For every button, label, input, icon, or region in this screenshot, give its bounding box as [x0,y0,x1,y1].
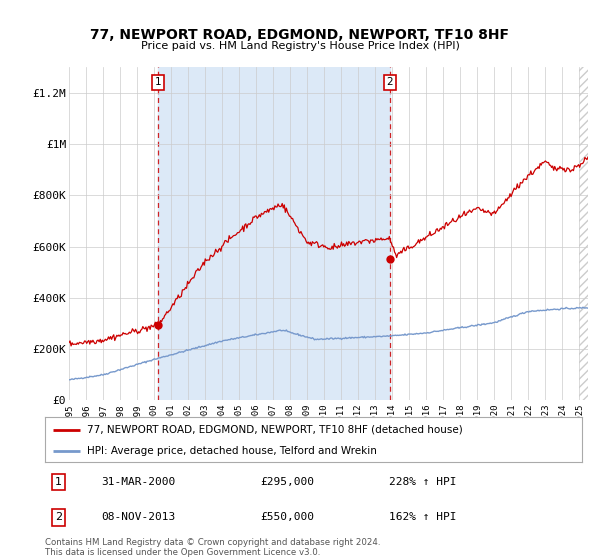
Text: 1: 1 [155,77,161,87]
Text: £550,000: £550,000 [260,512,314,522]
Text: 77, NEWPORT ROAD, EDGMOND, NEWPORT, TF10 8HF: 77, NEWPORT ROAD, EDGMOND, NEWPORT, TF10… [91,28,509,42]
Text: 2: 2 [55,512,62,522]
Text: 1: 1 [55,477,62,487]
Bar [158,67,390,400]
Text: 2: 2 [386,77,393,87]
Text: Price paid vs. HM Land Registry's House Price Index (HPI): Price paid vs. HM Land Registry's House … [140,41,460,51]
Bar [580,67,596,400]
Text: 31-MAR-2000: 31-MAR-2000 [101,477,176,487]
Text: 77, NEWPORT ROAD, EDGMOND, NEWPORT, TF10 8HF (detached house): 77, NEWPORT ROAD, EDGMOND, NEWPORT, TF10… [87,424,463,435]
Bar [580,67,596,400]
Text: £295,000: £295,000 [260,477,314,487]
Text: 08-NOV-2013: 08-NOV-2013 [101,512,176,522]
Text: Contains HM Land Registry data © Crown copyright and database right 2024.
This d: Contains HM Land Registry data © Crown c… [45,538,380,557]
Text: HPI: Average price, detached house, Telford and Wrekin: HPI: Average price, detached house, Telf… [87,446,377,456]
Text: 162% ↑ HPI: 162% ↑ HPI [389,512,456,522]
Text: 228% ↑ HPI: 228% ↑ HPI [389,477,456,487]
